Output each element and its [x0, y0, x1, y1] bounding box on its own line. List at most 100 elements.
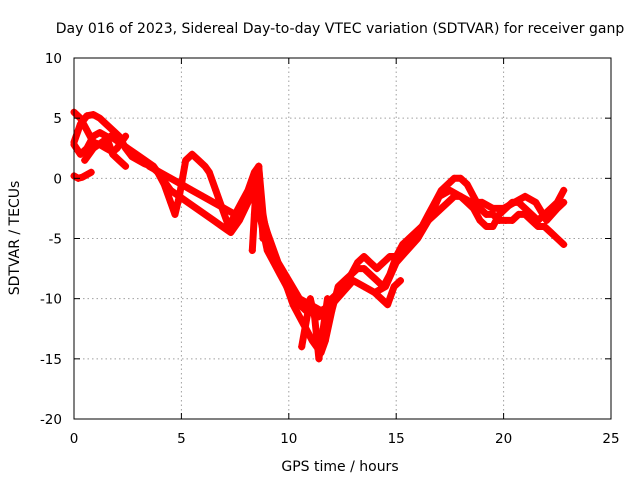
data-point — [182, 156, 190, 164]
series-6 — [145, 162, 568, 315]
data-point — [489, 204, 497, 212]
data-point — [192, 204, 200, 212]
x-tick-label: 15 — [388, 431, 405, 447]
data-point — [508, 216, 516, 224]
data-point — [444, 180, 452, 188]
data-point — [354, 259, 362, 267]
data-point — [319, 325, 327, 333]
data-point — [145, 162, 153, 170]
data-point — [534, 222, 542, 230]
data-point — [457, 174, 465, 182]
data-point — [188, 186, 196, 194]
data-point — [167, 186, 175, 194]
x-tick-label: 0 — [70, 431, 79, 447]
y-tick-label: -15 — [40, 352, 62, 368]
data-point — [263, 247, 271, 255]
data-series — [70, 108, 568, 363]
data-point — [195, 156, 203, 164]
data-point — [515, 210, 523, 218]
y-tick-label: 0 — [53, 171, 62, 187]
data-point — [482, 222, 490, 230]
data-point — [463, 180, 471, 188]
data-point — [87, 168, 95, 176]
data-point — [89, 111, 97, 119]
data-point — [528, 210, 536, 218]
data-point — [489, 222, 497, 230]
data-point — [553, 235, 561, 242]
data-point — [96, 129, 104, 137]
data-point — [302, 319, 310, 327]
data-point — [306, 295, 314, 303]
data-point — [83, 112, 91, 120]
data-point — [167, 174, 175, 182]
data-point — [403, 247, 411, 255]
series-trace — [145, 162, 568, 315]
data-point — [107, 132, 115, 140]
data-point — [218, 222, 226, 230]
y-tick-label: -10 — [40, 292, 62, 308]
data-point — [470, 204, 478, 212]
data-point — [560, 241, 568, 249]
data-point — [122, 132, 130, 140]
data-point — [311, 313, 319, 321]
x-tick-labels: 0 5 10 15 20 25 — [70, 431, 620, 447]
chart-title: Day 016 of 2023, Sidereal Day-to-day VTE… — [56, 21, 625, 37]
y-tick-label: 10 — [45, 51, 62, 67]
data-point — [502, 216, 510, 224]
data-point — [553, 204, 561, 212]
data-point — [390, 283, 398, 291]
data-point — [259, 235, 267, 242]
data-point — [242, 198, 250, 206]
data-point — [444, 198, 452, 206]
data-point — [248, 247, 256, 255]
data-point — [199, 192, 207, 200]
data-point — [500, 204, 508, 212]
data-point — [373, 277, 381, 285]
data-point — [386, 253, 394, 261]
y-tick-label: 5 — [53, 111, 62, 127]
data-point — [543, 216, 551, 224]
data-point — [257, 198, 265, 206]
data-point — [250, 210, 258, 218]
data-point — [83, 126, 91, 134]
data-point — [405, 235, 413, 242]
data-point — [81, 156, 89, 164]
plot-area-frame — [73, 57, 612, 420]
data-point — [510, 198, 518, 206]
data-point — [201, 162, 209, 170]
data-point — [89, 144, 97, 152]
data-point — [244, 186, 252, 194]
data-point — [188, 150, 196, 158]
data-point — [379, 259, 387, 267]
data-point — [113, 144, 121, 152]
data-point — [521, 204, 529, 212]
data-point — [235, 216, 243, 224]
data-point — [478, 198, 486, 206]
data-point — [156, 168, 164, 176]
data-point — [349, 277, 357, 285]
x-tick-label: 20 — [495, 431, 512, 447]
data-point — [296, 295, 304, 303]
data-point — [177, 180, 185, 188]
data-point — [285, 277, 293, 285]
data-point — [532, 198, 540, 206]
series-9 — [371, 277, 404, 309]
data-point — [495, 210, 503, 218]
data-point — [560, 198, 568, 206]
x-tick-label: 25 — [602, 431, 619, 447]
data-point — [450, 174, 458, 182]
data-point — [534, 216, 542, 224]
data-point — [373, 265, 381, 273]
data-point — [231, 210, 239, 218]
data-point — [360, 265, 368, 273]
data-point — [115, 138, 123, 146]
data-point — [296, 313, 304, 321]
data-point — [255, 162, 263, 170]
data-point — [476, 216, 484, 224]
data-point — [392, 259, 400, 267]
data-point — [132, 150, 140, 158]
series-trace — [248, 162, 267, 254]
y-tick-label: -5 — [49, 232, 62, 248]
data-point — [323, 295, 331, 303]
data-point — [109, 126, 117, 134]
